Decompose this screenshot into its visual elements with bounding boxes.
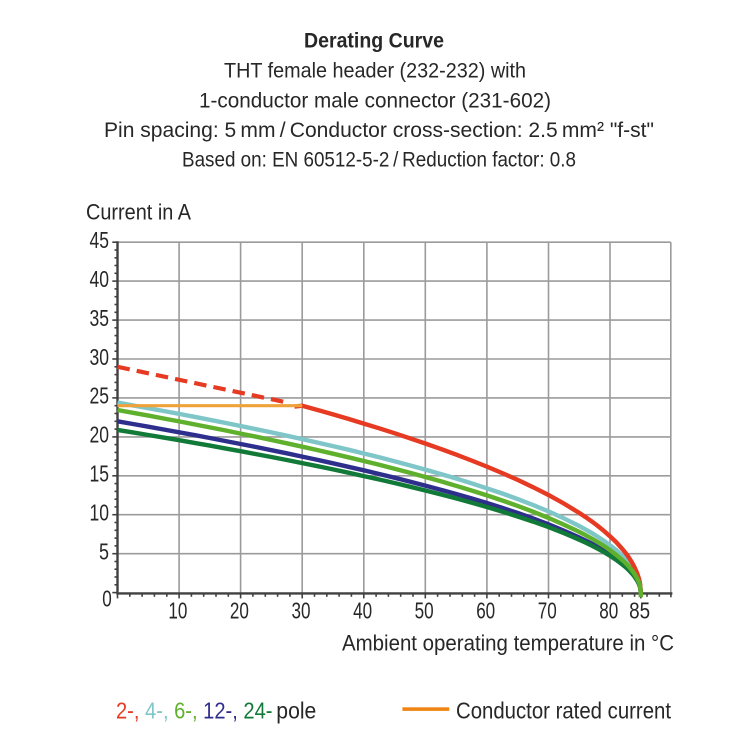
svg-text:10: 10 [168,598,187,624]
svg-text:THT female header (232-232) wi: THT female header (232-232) with [224,59,526,83]
svg-text:1-conductor male connector (23: 1-conductor male connector (231-602) [199,89,551,113]
svg-text:2-, 4-, 6-, 12-, 24-: 2-, 4-, 6-, 12-, 24- [116,698,273,724]
svg-text:Current in A: Current in A [86,199,191,224]
svg-text:0: 0 [102,585,112,611]
svg-text:45: 45 [90,227,110,253]
svg-text:85: 85 [629,598,650,624]
svg-text:50: 50 [415,598,434,624]
svg-text:Derating Curve: Derating Curve [304,29,444,53]
svg-text:30: 30 [292,598,311,624]
svg-text:70: 70 [538,598,557,624]
svg-text:20: 20 [90,422,110,448]
svg-text:Ambient operating temperature: Ambient operating temperature in °C [342,631,674,656]
svg-text:20: 20 [230,598,249,624]
svg-text:40: 40 [353,598,372,624]
svg-text:Based on: EN 60512-5-2 / Reduc: Based on: EN 60512-5-2 / Reduction facto… [182,148,576,172]
svg-text:40: 40 [90,266,110,292]
svg-text:Conductor rated current: Conductor rated current [456,697,672,723]
svg-text:25: 25 [90,383,110,409]
svg-text:15: 15 [90,461,110,487]
svg-text:5: 5 [99,539,109,565]
svg-text:30: 30 [90,344,110,370]
svg-text:60: 60 [476,598,495,624]
svg-text:10: 10 [90,500,110,526]
svg-text:pole: pole [276,698,316,724]
svg-text:Pin spacing: 5 mm / Conductor: Pin spacing: 5 mm / Conductor cross-sect… [104,118,654,142]
svg-text:80: 80 [599,598,618,624]
svg-text:35: 35 [90,305,110,331]
